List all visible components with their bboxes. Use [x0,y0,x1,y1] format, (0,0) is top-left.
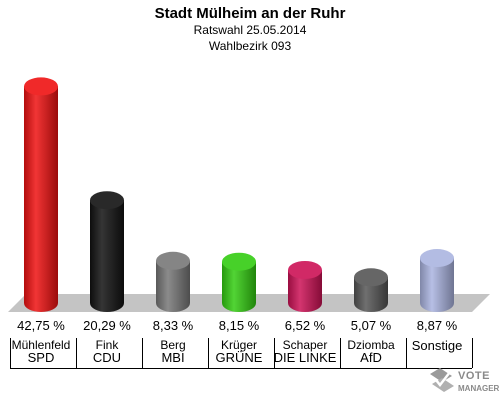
party-label: MBI [161,351,185,365]
bar-cap [288,260,322,279]
bar-cap [24,77,58,96]
bar-sonstige [420,249,454,312]
value-label: 5,07 % [350,318,392,333]
value-label: 42,75 % [17,318,65,333]
bar-cap [156,251,190,270]
value-label: 8,33 % [152,318,194,333]
bar-cap [354,268,388,287]
value-label: 8,15 % [218,318,260,333]
party-label: GRÜNE [215,351,263,365]
bar-spd [24,77,58,312]
bar-cdu [90,191,124,312]
candidate-label: Mühlenfeld [11,339,71,352]
bar-body [222,261,256,312]
candidate-label: Berg [160,339,186,352]
column-separator [142,338,143,368]
logo-text-manager: MANAGER [458,384,500,393]
column-separator [472,338,473,368]
bar-body [156,260,190,312]
bar-chart [8,77,490,312]
chart-subtitle-district: Wahlbezirk 093 [208,39,292,53]
column-separator [406,338,407,368]
candidate-label: Krüger [220,339,258,352]
party-label: SPD [27,351,55,365]
bar-cap [222,252,256,271]
bar-body [420,258,454,312]
value-label: 8,87 % [416,318,458,333]
bar-body [24,86,58,312]
bar-body [288,269,322,312]
column-separator [208,338,209,368]
bar-cap [90,191,124,210]
column-separator [340,338,341,368]
party-label: AfD [360,351,382,365]
candidate-label: Schaper [282,339,328,352]
candidate-label: Dziomba [347,339,395,352]
bar-gr-ne [222,252,256,312]
chart-title: Stadt Mülheim an der Ruhr [154,5,346,22]
bar-body [90,200,124,312]
bar-mbi [156,251,190,312]
party-label: CDU [92,351,122,365]
value-label: 20,29 % [83,318,131,333]
candidate-label: Fink [95,339,119,352]
chart-subtitle-election: Ratswahl 25.05.2014 [193,23,307,37]
column-separator [76,338,77,368]
party-label: Sonstige [411,339,463,353]
party-label: DIE LINKE [273,351,337,365]
bar-die-linke [288,260,322,312]
vote-manager-logo [430,368,454,392]
bar-body [354,277,388,312]
axis-baseline [10,368,472,369]
value-label: 6,52 % [284,318,326,333]
column-separator [274,338,275,368]
column-separator [10,338,11,368]
bar-cap [420,249,454,268]
logo-text-vote: VOTE [458,370,490,382]
bar-afd [354,268,388,312]
